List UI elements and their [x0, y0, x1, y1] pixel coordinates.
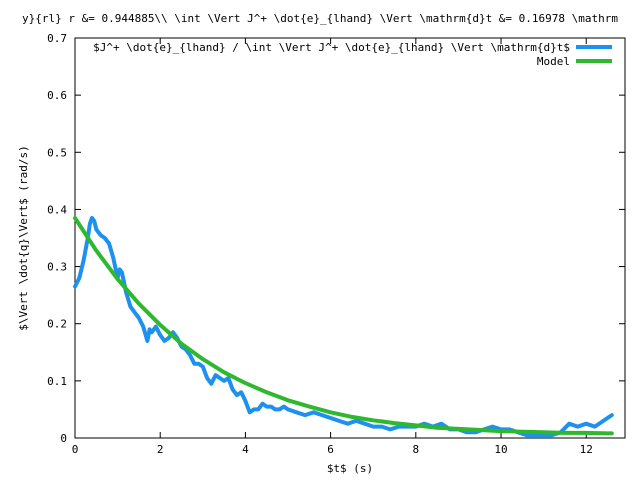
x-axis: 0 2 4 6 8 10 12: [72, 38, 593, 456]
legend: $J^+ \dot{e}_{lhand} / \int \Vert J^+ \d…: [93, 41, 612, 68]
x-tick-label: 12: [580, 443, 593, 456]
y-tick-label: 0.1: [47, 375, 67, 388]
legend-label-model: Model: [537, 55, 570, 68]
series-line-measured: [73, 216, 614, 438]
x-tick-label: 4: [242, 443, 249, 456]
chart-title: y}{rl} r &= 0.944885\\ \int \Vert J^+ \d…: [22, 12, 618, 25]
y-tick-label: 0.5: [47, 146, 67, 159]
y-tick-label: 0: [60, 432, 67, 445]
y-tick-label: 0.3: [47, 261, 67, 274]
x-tick-label: 10: [494, 443, 507, 456]
y-tick-label: 0.6: [47, 89, 67, 102]
plot-frame: [74, 37, 626, 439]
series-line-model: [73, 216, 614, 436]
y-axis-label: $\Vert \dot{q}\Vert$ (rad/s): [17, 145, 30, 330]
y-tick-label: 0.7: [47, 32, 67, 45]
y-tick-label: 0.4: [47, 203, 67, 216]
x-tick-label: 0: [72, 443, 79, 456]
y-axis: 0 0.1 0.2 0.3 0.4 0.5 0.6 0.7: [47, 32, 625, 445]
x-tick-label: 8: [413, 443, 420, 456]
legend-label-measured: $J^+ \dot{e}_{lhand} / \int \Vert J^+ \d…: [93, 41, 570, 54]
series-layer: [73, 216, 614, 438]
y-tick-label: 0.2: [47, 318, 67, 331]
x-tick-label: 6: [327, 443, 334, 456]
plot-border: [74, 37, 626, 439]
x-tick-label: 2: [157, 443, 164, 456]
x-axis-label: $t$ (s): [327, 462, 373, 475]
